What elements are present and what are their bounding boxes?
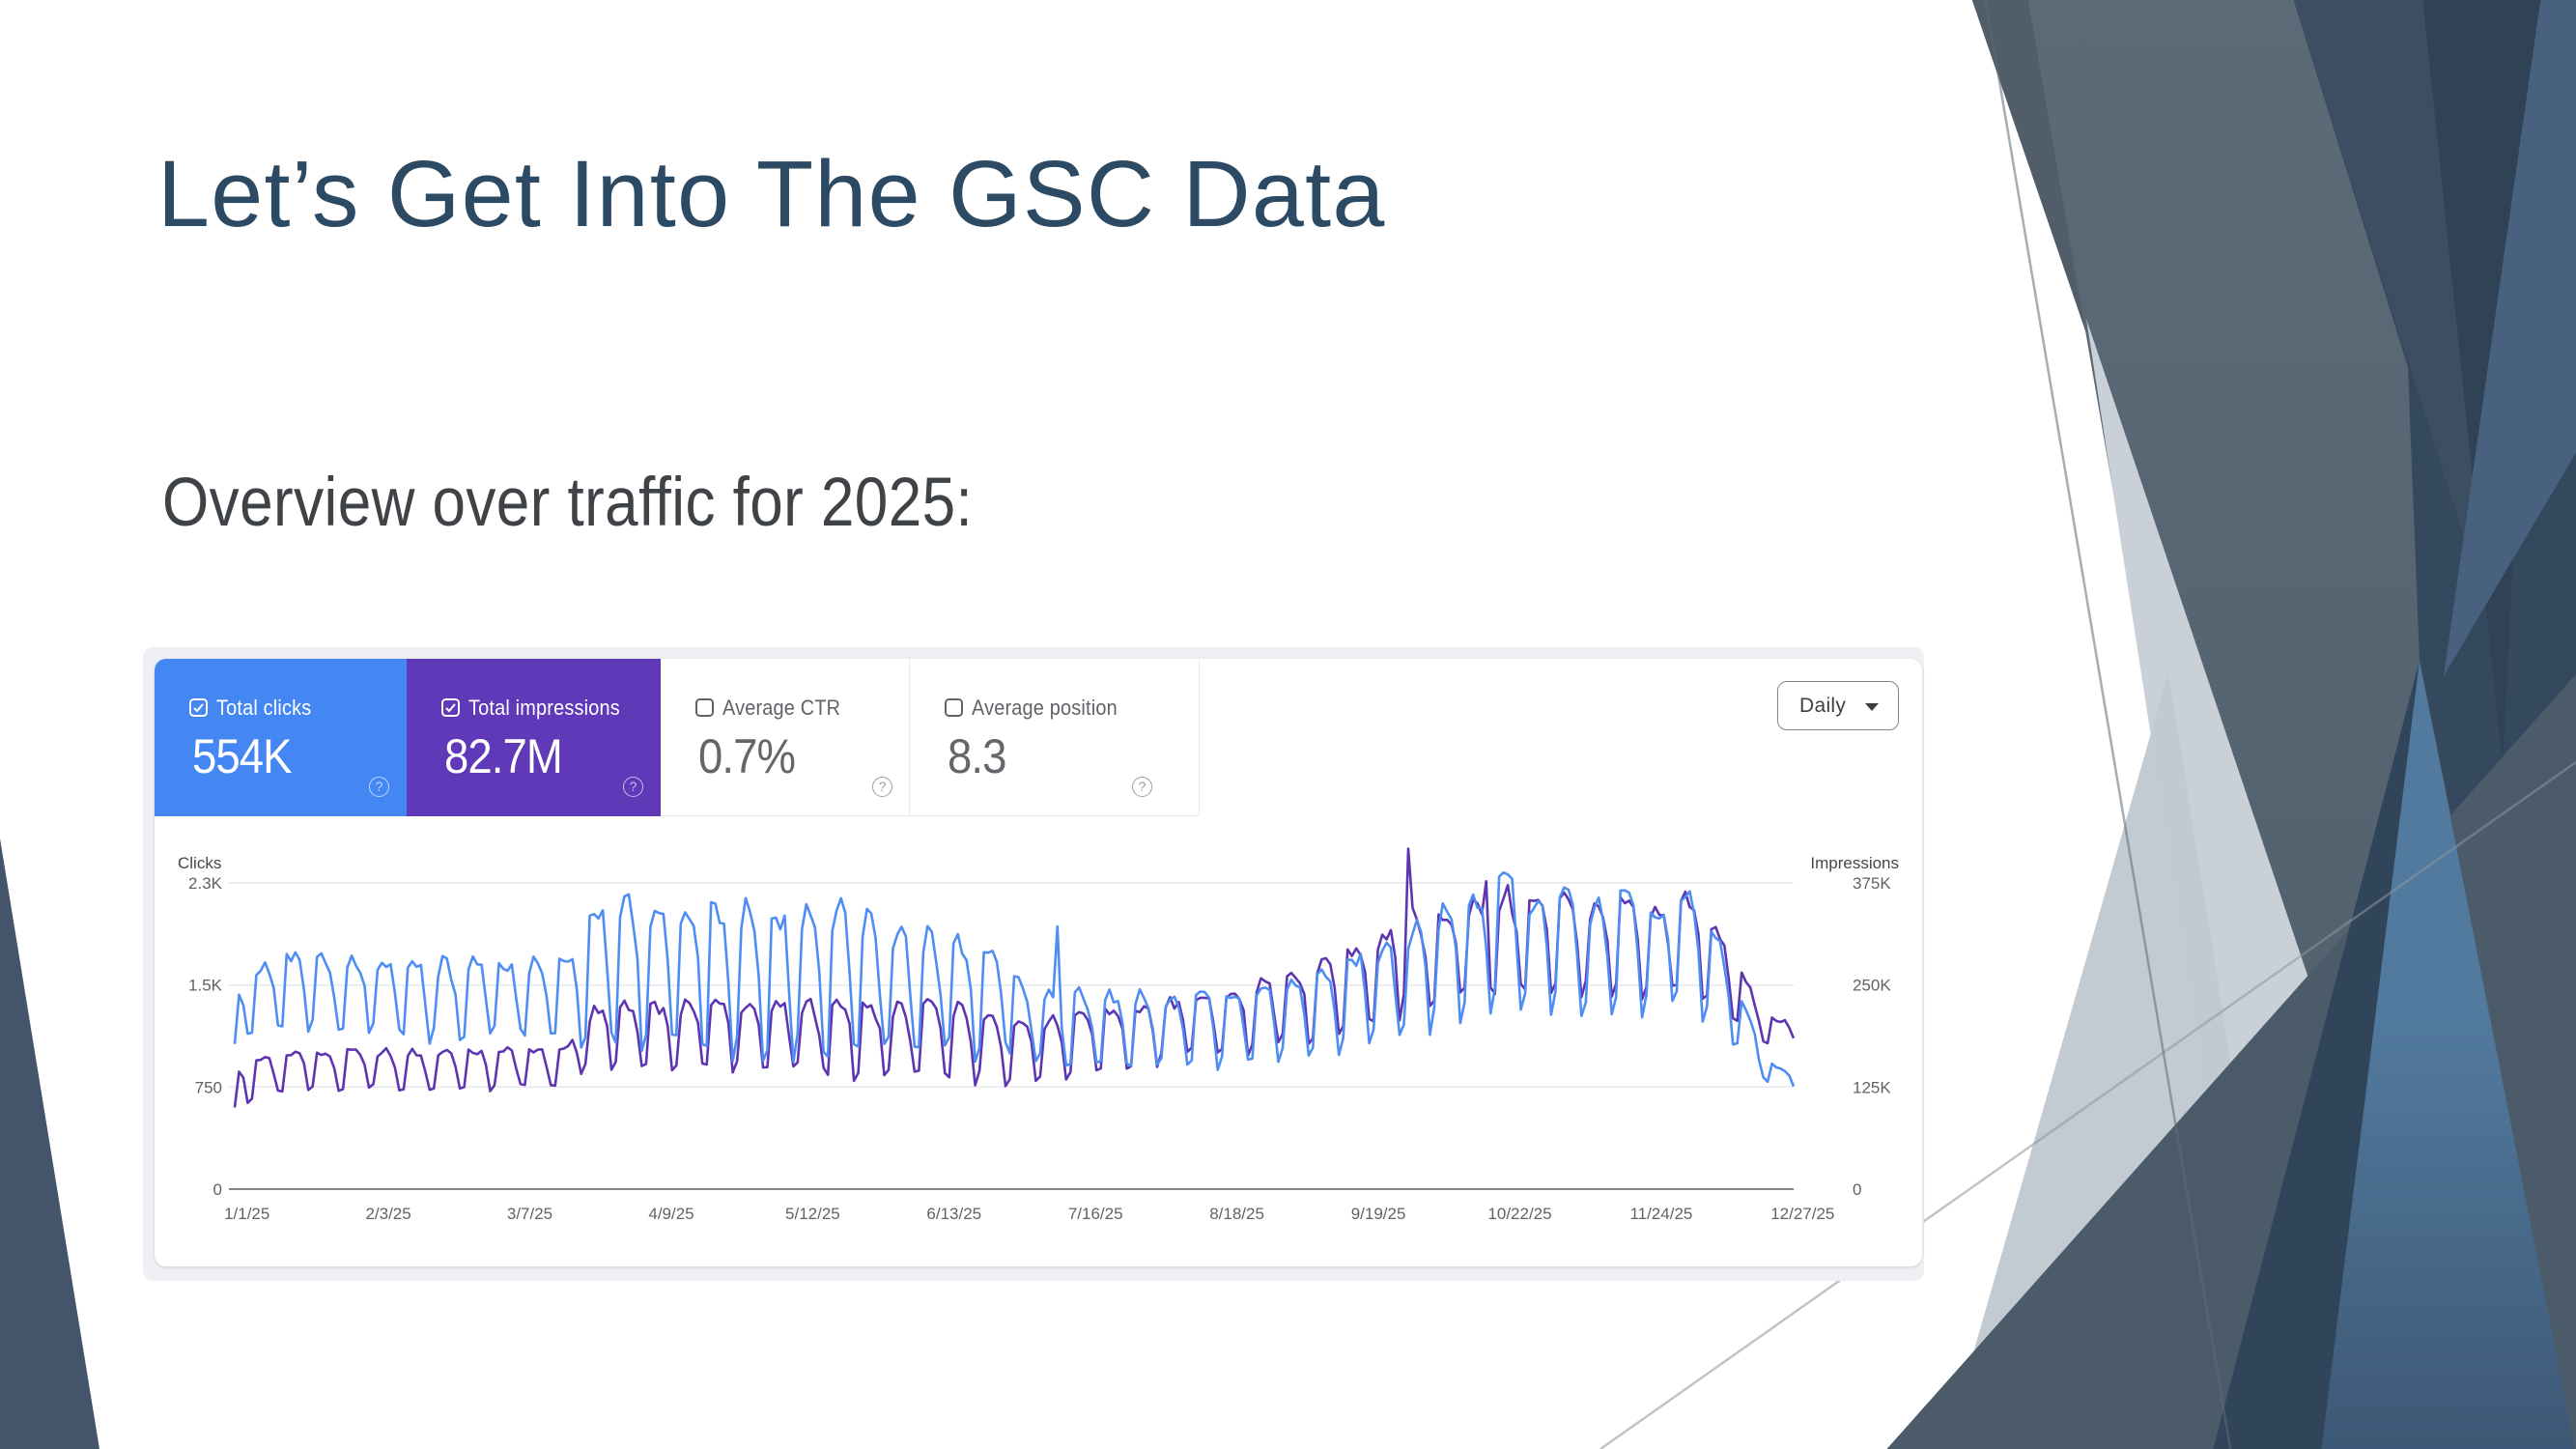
svg-text:1.5K: 1.5K bbox=[188, 977, 223, 995]
svg-text:4/9/25: 4/9/25 bbox=[648, 1205, 694, 1223]
svg-text:Impressions: Impressions bbox=[1810, 854, 1899, 872]
svg-text:0: 0 bbox=[213, 1180, 222, 1199]
svg-text:3/7/25: 3/7/25 bbox=[507, 1205, 552, 1223]
svg-text:250K: 250K bbox=[1853, 977, 1891, 995]
svg-text:8/18/25: 8/18/25 bbox=[1209, 1205, 1264, 1223]
svg-text:0: 0 bbox=[1853, 1180, 1861, 1199]
svg-text:5/12/25: 5/12/25 bbox=[785, 1205, 840, 1223]
svg-text:750: 750 bbox=[195, 1078, 222, 1096]
svg-text:10/22/25: 10/22/25 bbox=[1487, 1205, 1551, 1223]
svg-text:11/24/25: 11/24/25 bbox=[1629, 1205, 1692, 1223]
svg-text:6/13/25: 6/13/25 bbox=[926, 1205, 981, 1223]
svg-text:Clicks: Clicks bbox=[178, 854, 221, 872]
svg-text:9/19/25: 9/19/25 bbox=[1351, 1205, 1406, 1223]
svg-text:125K: 125K bbox=[1853, 1078, 1891, 1096]
svg-text:2/3/25: 2/3/25 bbox=[365, 1205, 410, 1223]
svg-text:2.3K: 2.3K bbox=[188, 874, 223, 893]
svg-text:375K: 375K bbox=[1853, 874, 1891, 893]
svg-text:12/27/25: 12/27/25 bbox=[1770, 1205, 1834, 1223]
svg-text:7/16/25: 7/16/25 bbox=[1068, 1205, 1123, 1223]
svg-text:1/1/25: 1/1/25 bbox=[224, 1205, 269, 1223]
